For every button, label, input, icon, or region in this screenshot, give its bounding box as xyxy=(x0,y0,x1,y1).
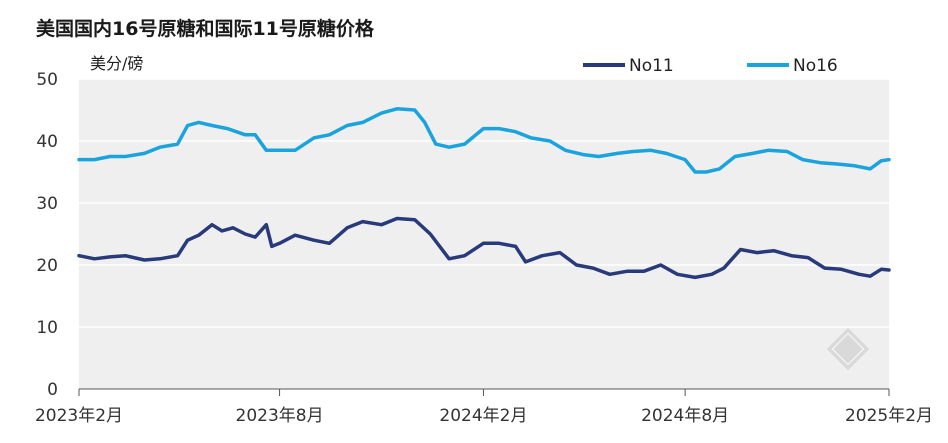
chart-title: 美国国内16号原糖和国际11号原糖价格 xyxy=(36,18,374,40)
legend-label-no16: No16 xyxy=(793,56,838,76)
y-tick-label: 40 xyxy=(36,132,58,152)
plot-background xyxy=(79,79,889,389)
x-tick-label: 2025年2月 xyxy=(845,406,933,426)
x-tick-label: 2024年2月 xyxy=(439,406,527,426)
series-line-no16 xyxy=(77,107,891,174)
series-lines xyxy=(77,107,891,280)
x-axis-ticks: 2023年2月 2023年8月 2024年2月 2024年8月 2025年2月 xyxy=(35,388,933,426)
grid-lines xyxy=(79,78,889,328)
y-tick-label: 10 xyxy=(36,318,58,338)
legend-label-no11: No11 xyxy=(629,56,674,76)
y-tick-label: 30 xyxy=(36,194,58,214)
y-tick-label: 50 xyxy=(36,70,58,90)
x-tick-label: 2024年8月 xyxy=(641,406,729,426)
y-axis-unit-label: 美分/磅 xyxy=(90,54,143,73)
series-line-no11 xyxy=(77,216,891,280)
y-tick-label: 0 xyxy=(47,380,58,400)
x-tick-label: 2023年2月 xyxy=(35,406,123,426)
y-tick-label: 20 xyxy=(36,256,58,276)
legend: No11 No16 xyxy=(583,56,838,76)
x-tick-label: 2023年8月 xyxy=(236,406,324,426)
y-axis-ticks: 0 10 20 30 40 50 xyxy=(36,70,58,400)
